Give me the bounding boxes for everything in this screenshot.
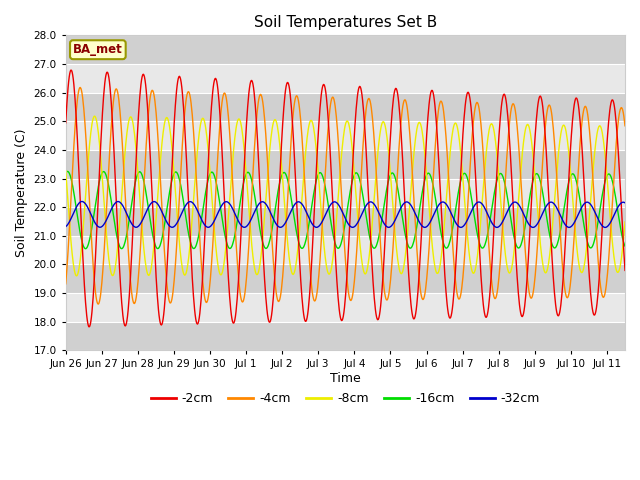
Bar — [66, 121, 625, 150]
Bar — [66, 293, 625, 322]
Bar — [66, 150, 625, 179]
X-axis label: Time: Time — [330, 372, 361, 385]
Bar — [66, 179, 625, 207]
Legend: -2cm, -4cm, -8cm, -16cm, -32cm: -2cm, -4cm, -8cm, -16cm, -32cm — [145, 387, 545, 410]
Title: Soil Temperatures Set B: Soil Temperatures Set B — [253, 15, 437, 30]
Bar — [66, 64, 625, 93]
Bar — [66, 207, 625, 236]
Text: BA_met: BA_met — [73, 43, 123, 56]
Bar — [66, 36, 625, 64]
Bar — [66, 93, 625, 121]
Y-axis label: Soil Temperature (C): Soil Temperature (C) — [15, 129, 28, 257]
Bar — [66, 236, 625, 264]
Bar — [66, 322, 625, 350]
Bar — [66, 264, 625, 293]
